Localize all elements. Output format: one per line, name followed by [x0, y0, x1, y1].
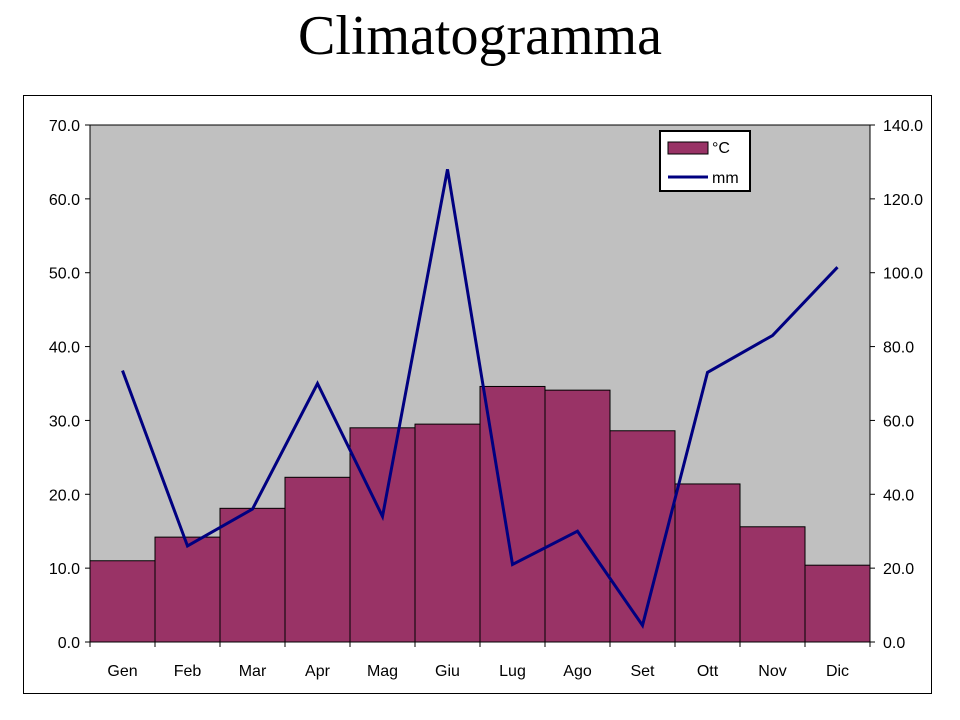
bar-ott	[674, 483, 741, 643]
y-left-tick-label: 60.0	[49, 192, 80, 209]
legend-line-label: mm	[712, 170, 739, 187]
y-right-tick-label: 120.0	[883, 192, 923, 209]
x-tick-label-ott: Ott	[697, 663, 719, 680]
y-left-tick-label: 50.0	[49, 266, 80, 283]
bar-mag	[349, 427, 416, 643]
x-tick-label-feb: Feb	[174, 663, 202, 680]
bar-giu	[414, 423, 481, 643]
y-right-tick-label: 20.0	[883, 561, 914, 578]
legend-bar-swatch	[667, 141, 709, 155]
x-tick-label-dic: Dic	[826, 663, 849, 680]
bar-mar	[219, 507, 286, 643]
legend: °C mm	[659, 130, 751, 192]
y-left-tick-label: 40.0	[49, 340, 80, 357]
bar-dic	[804, 564, 871, 643]
x-tick-label-gen: Gen	[107, 663, 137, 680]
y-right-tick-label: 0.0	[883, 635, 905, 652]
x-tick-label-giu: Giu	[435, 663, 460, 680]
ticks-group: 0.0 10.0 20.0 30.0 40.0 50.0 60.0 70.0 0.0 20.0 40…	[49, 118, 923, 680]
bar-set	[609, 430, 676, 643]
bar-apr	[284, 476, 351, 643]
x-tick-label-mar: Mar	[239, 663, 267, 680]
y-right-tick-label: 60.0	[883, 413, 914, 430]
line-group	[121, 169, 839, 629]
y-left-tick-label: 70.0	[49, 118, 80, 135]
y-left-tick-label: 30.0	[49, 413, 80, 430]
y-left-tick-label: 0.0	[58, 635, 80, 652]
legend-box	[659, 130, 751, 192]
bar-gen	[89, 560, 156, 643]
y-right-tick-label: 80.0	[883, 340, 914, 357]
y-right-tick-label: 140.0	[883, 118, 923, 135]
x-tick-label-lug: Lug	[499, 663, 526, 680]
bar-nov	[739, 526, 806, 643]
y-right-tick-label: 40.0	[883, 487, 914, 504]
bar-feb	[154, 536, 221, 643]
bar-ago	[544, 389, 611, 643]
legend-bar-label: °C	[712, 140, 730, 157]
y-left-tick-label: 20.0	[49, 487, 80, 504]
page-title: Climatogramma	[298, 5, 662, 67]
y-right-tick-label: 100.0	[883, 266, 923, 283]
x-tick-label-apr: Apr	[305, 663, 331, 680]
x-tick-label-ago: Ago	[563, 663, 592, 680]
x-tick-label-nov: Nov	[758, 663, 786, 680]
x-tick-label-set: Set	[630, 663, 655, 680]
precipitation-line	[121, 169, 839, 629]
y-left-tick-label: 10.0	[49, 561, 80, 578]
x-tick-label-mag: Mag	[367, 663, 398, 680]
